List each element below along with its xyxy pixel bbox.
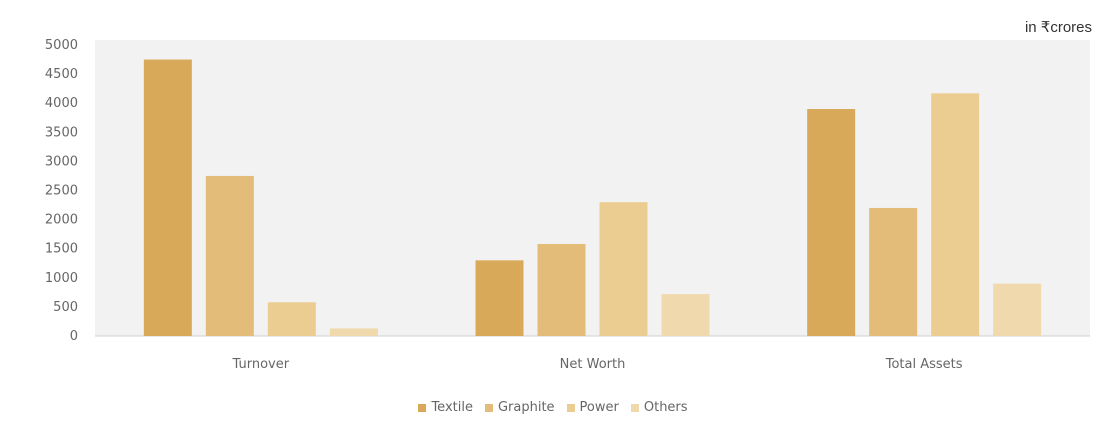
x-tick-label: Total Assets: [885, 357, 963, 372]
y-tick-label: 3000: [45, 154, 78, 169]
bar-textile-net-worth: [475, 260, 524, 336]
bar-textile-total-assets: [807, 109, 856, 337]
legend-label: Others: [643, 400, 688, 415]
legend-swatch: [484, 403, 493, 412]
y-tick-label: 4500: [45, 67, 78, 82]
legend-swatch: [566, 403, 575, 412]
y-tick-label: 5000: [45, 38, 78, 53]
bar-others-total-assets: [993, 283, 1042, 336]
legend-label: Textile: [431, 400, 473, 415]
unit-label: in ₹crores: [1024, 19, 1092, 36]
bar-power-net-worth: [599, 202, 648, 336]
bar-power-turnover: [267, 302, 316, 336]
legend-label: Power: [579, 400, 619, 415]
legend-item-textile: Textile: [418, 400, 473, 415]
plot-area: [95, 40, 1090, 336]
y-tick-label: 3500: [45, 125, 78, 140]
legend-label: Graphite: [497, 400, 555, 415]
bar-graphite-turnover: [205, 175, 254, 336]
y-tick-label: 2500: [45, 184, 78, 199]
y-tick-label: 2000: [45, 213, 78, 228]
legend-item-power: Power: [566, 400, 619, 415]
bar-others-turnover: [329, 328, 378, 336]
y-tick-label: 4000: [45, 96, 78, 111]
legend-item-others: Others: [630, 400, 688, 415]
legend-item-graphite: Graphite: [484, 400, 555, 415]
bar-textile-turnover: [143, 59, 192, 337]
legend-swatch: [418, 403, 427, 412]
legend-swatch: [630, 403, 639, 412]
bar-graphite-total-assets: [869, 207, 918, 336]
bar-power-total-assets: [931, 93, 980, 336]
y-tick-label: 0: [70, 329, 78, 344]
x-tick-label: Net Worth: [560, 357, 626, 372]
bar-graphite-net-worth: [537, 244, 586, 336]
y-tick-label: 1500: [45, 242, 78, 257]
legend: Textile Graphite Power Others: [0, 400, 1106, 416]
y-tick-label: 1000: [45, 271, 78, 286]
x-tick-label: Turnover: [232, 357, 290, 372]
bar-others-net-worth: [661, 294, 710, 336]
y-tick-label: 500: [53, 300, 78, 315]
